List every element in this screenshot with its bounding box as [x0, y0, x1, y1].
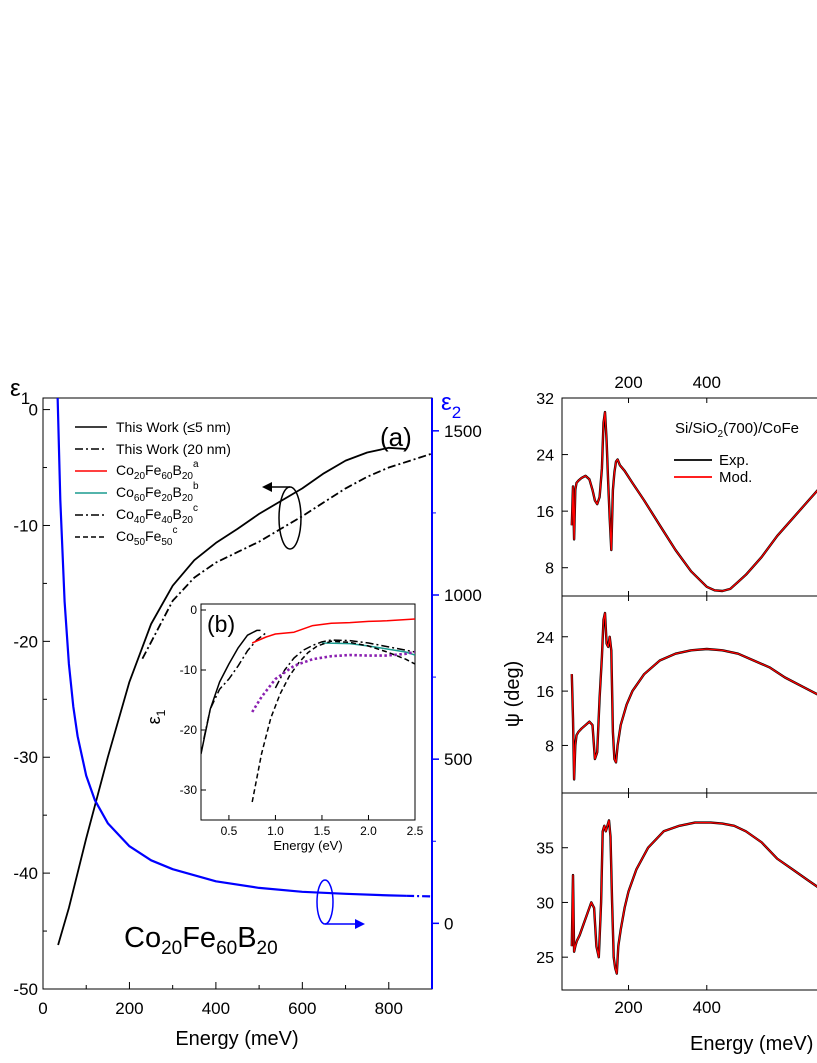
- panel-a-x-ticks: 0 200 400 600 800: [38, 982, 403, 1018]
- right-axis-indicator: [316, 879, 365, 929]
- series-line: [570, 819, 817, 975]
- series-line: [274, 639, 415, 689]
- panel-b-series: [201, 618, 415, 803]
- x-tick-label: 400: [693, 998, 721, 1017]
- x-tick-label: 800: [375, 999, 403, 1018]
- panel-a-legend: This Work (≤5 nm) This Work (20 nm) Co20Fe…: [75, 419, 231, 548]
- x-tick-label: 2.5: [407, 824, 424, 838]
- y-tick-label: -30: [180, 783, 198, 797]
- y2-tick-label: 1000: [444, 586, 482, 605]
- series-line: [571, 819, 817, 975]
- sample-label: Co20Fe60B20: [124, 922, 278, 959]
- legend-label: Co60Fe20B20b: [116, 481, 199, 504]
- panel-b-plot-frame: [200, 603, 416, 821]
- panel-b-x-ticks: 0.5 1.0 1.5 2.0 2.5: [221, 815, 424, 838]
- y-tick-label: 32: [536, 391, 554, 408]
- y-tick-label: 25: [536, 950, 554, 967]
- subpanel-series: [570, 410, 817, 593]
- legend-label: This Work (≤5 nm): [116, 419, 231, 435]
- left-axis-indicator: [262, 482, 302, 550]
- y-tick-label: 24: [536, 630, 554, 647]
- x-tick-label: 400: [202, 999, 230, 1018]
- x-tick-label: 200: [115, 999, 143, 1018]
- x-tick-label: 1.5: [314, 824, 331, 838]
- y-tick-label: 0: [190, 603, 197, 617]
- series-line: [57, 446, 407, 946]
- y-tick-label: -10: [180, 663, 198, 677]
- x-tick-label: 200: [614, 998, 642, 1017]
- series-line: [251, 618, 415, 644]
- panel-a-label: (a): [380, 422, 412, 452]
- panel-c-plot-frame: [561, 397, 817, 991]
- y-tick-label: 16: [536, 684, 554, 701]
- panel-b-xlabel: Energy (eV): [273, 838, 342, 853]
- series-line: [251, 650, 415, 713]
- y-tick-label: 8: [545, 561, 554, 578]
- series-line: [321, 642, 415, 656]
- series-line: [251, 640, 415, 803]
- panel-a-right-ylabel: ε2: [441, 389, 461, 422]
- panel-a-series: [56, 398, 432, 946]
- subpanel-series: [570, 611, 817, 781]
- legend-label: Exp.: [719, 452, 749, 469]
- panel-c-legend-title: Si/SiO2(700)/CoFe: [675, 420, 799, 440]
- legend-label: Co50Fe50c: [116, 525, 178, 548]
- y-tick-label: 30: [536, 895, 554, 912]
- series-line: [571, 411, 817, 592]
- y-tick-label: -40: [13, 864, 38, 883]
- y-tick-label: -20: [180, 723, 198, 737]
- panel-a-left-y-ticks: 0 -10 -20 -30 -40 -50: [13, 401, 50, 999]
- legend-label: Co20Fe60B20a: [116, 459, 199, 482]
- legend-label: This Work (20 nm): [116, 441, 231, 457]
- top-x-tick-label: 200: [614, 373, 642, 392]
- top-x-tick-label: 400: [693, 373, 721, 392]
- y2-tick-label: 500: [444, 750, 472, 769]
- y-tick-label: 24: [536, 448, 554, 465]
- panel-c-legend: Exp.Mod.: [674, 452, 752, 486]
- y-tick-label: 35: [536, 841, 554, 858]
- panel-c-series: [570, 410, 817, 975]
- panel-a: 0 200 400 600 800 0 -10 -20 -30 -40 -50 0 500 1000 1…: [10, 375, 482, 1050]
- panel-a-left-ylabel: ε1: [10, 375, 30, 408]
- subpanel-series: [570, 819, 817, 975]
- legend-label: Mod.: [719, 469, 752, 486]
- y-tick-label: 8: [545, 738, 554, 755]
- panel-a-xlabel: Energy (meV): [175, 1028, 298, 1050]
- panel-b-y-ticks: 0 -10 -20 -30: [180, 603, 206, 797]
- legend-label: Co40Fe40B20c: [116, 503, 198, 526]
- y-tick-label: -20: [13, 632, 38, 651]
- y2-tick-label: 0: [444, 914, 453, 933]
- x-tick-label: 1.0: [267, 824, 284, 838]
- panel-b-inset: 0.5 1.0 1.5 2.0 2.5 0 -10 -20 -30 (b) Energy (e…: [144, 603, 424, 853]
- x-tick-label: 0.5: [221, 824, 238, 838]
- panel-b-ylabel: ε1: [144, 709, 168, 724]
- x-tick-label: 600: [288, 999, 316, 1018]
- series-line: [571, 612, 817, 781]
- y-tick-label: 16: [536, 504, 554, 521]
- panel-c-ticks: 8 16 24 32 8 16 24 25 30 35 200 400 200 400: [536, 373, 721, 1017]
- panel-a-right-y-ticks: 0 500 1000 1500: [432, 422, 482, 933]
- panel-c: 8 16 24 32 8 16 24 25 30 35 200 400 200 400 ψ (deg) E…: [502, 373, 817, 1055]
- y-tick-label: -10: [13, 516, 38, 535]
- x-tick-label: 2.0: [360, 824, 377, 838]
- y2-tick-label: 1500: [444, 422, 482, 441]
- panel-b-label: (b): [207, 611, 235, 637]
- panel-c-xlabel: Energy (meV): [690, 1033, 813, 1055]
- y-tick-label: -30: [13, 748, 38, 767]
- series-line: [570, 611, 817, 781]
- series-line: [141, 452, 432, 660]
- series-line: [406, 894, 432, 898]
- series-line: [56, 398, 407, 897]
- panel-c-ylabel: ψ (deg): [502, 661, 524, 728]
- y-tick-label: 0: [29, 401, 38, 420]
- y-tick-label: -50: [13, 980, 38, 999]
- x-tick-label: 0: [38, 999, 47, 1018]
